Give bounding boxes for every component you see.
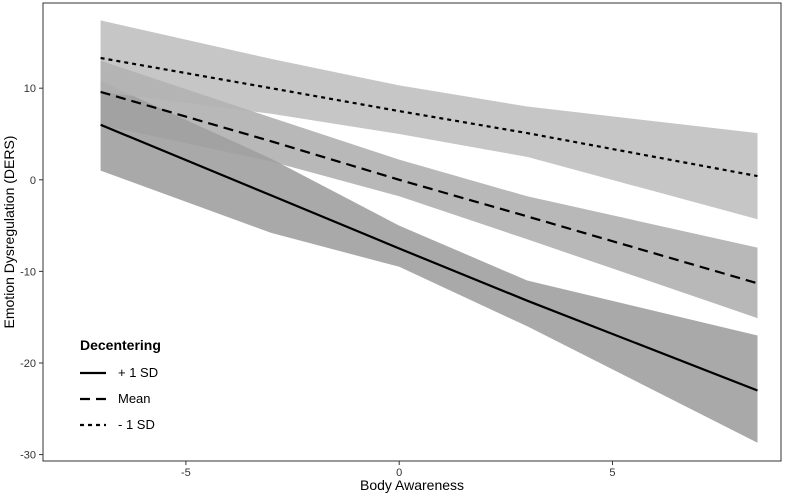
y-tick-label: 0 xyxy=(30,175,36,187)
y-axis-ticks: -30 -20 -10 0 10 xyxy=(20,83,43,462)
x-axis-ticks: -5 0 5 xyxy=(181,461,616,479)
y-axis-title: Emotion Dysregulation (DERS) xyxy=(1,136,17,329)
legend-title: Decentering xyxy=(80,337,161,353)
y-tick-label: -10 xyxy=(20,266,36,278)
x-axis-title: Body Awareness xyxy=(360,477,464,493)
x-tick-label: 5 xyxy=(609,467,615,479)
legend-label-3: - 1 SD xyxy=(118,417,155,432)
confidence-band-3 xyxy=(100,20,758,220)
confidence-bands xyxy=(100,20,758,443)
plot-panel-border xyxy=(42,2,782,462)
regression-line-1 xyxy=(100,123,758,392)
x-tick-label: 0 xyxy=(396,467,402,479)
regression-line-2 xyxy=(100,90,758,285)
legend-label-1: + 1 SD xyxy=(118,365,158,380)
x-tick-label: -5 xyxy=(181,467,191,479)
y-tick-label: -30 xyxy=(20,450,36,462)
legend-label-2: Mean xyxy=(118,391,151,406)
regression-lines xyxy=(100,56,758,392)
y-tick-label: 10 xyxy=(24,83,36,95)
legend: Decentering + 1 SD Mean - 1 SD xyxy=(80,337,161,432)
regression-line-3 xyxy=(100,56,758,178)
y-tick-label: -20 xyxy=(20,358,36,370)
